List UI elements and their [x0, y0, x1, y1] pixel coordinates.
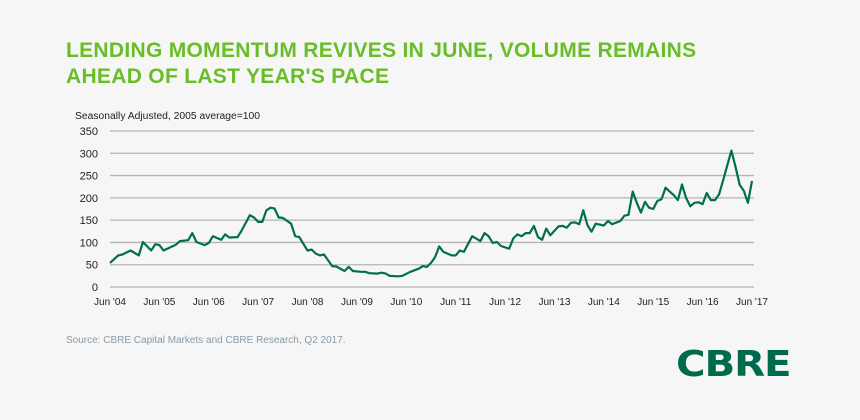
x-tick-label: Jun '12 — [489, 297, 521, 308]
chart-title: LENDING MOMENTUM REVIVES IN JUNE, VOLUME… — [66, 38, 696, 90]
y-axis-ticks: 0 50 100 150 200 250 300 350 — [80, 126, 98, 294]
x-tick-label: Jun '05 — [143, 297, 175, 308]
y-tick-label: 0 — [92, 282, 98, 294]
x-tick-label: Jun '04 — [94, 297, 126, 308]
x-tick-label: Jun '06 — [193, 297, 225, 308]
x-tick-label: Jun '10 — [390, 297, 422, 308]
y-tick-label: 50 — [86, 260, 98, 272]
source-note: Source: CBRE Capital Markets and CBRE Re… — [66, 335, 346, 346]
x-tick-label: Jun '08 — [292, 297, 324, 308]
gridlines — [110, 130, 754, 288]
y-axis-label: Seasonally Adjusted, 2005 average=100 — [75, 111, 260, 122]
x-tick-label: Jun '09 — [341, 297, 373, 308]
series-line — [109, 149, 754, 278]
y-tick-label: 150 — [80, 215, 98, 227]
y-tick-label: 350 — [80, 126, 98, 138]
y-tick-label: 200 — [80, 193, 98, 205]
x-tick-label: Jun '16 — [687, 297, 719, 308]
data-points — [110, 151, 752, 277]
x-tick-label: Jun '07 — [242, 297, 274, 308]
x-axis-ticks: Jun '04 Jun '05 Jun '06 Jun '07 Jun '08 Jun '… — [94, 297, 768, 308]
cbre-logo: CBRE — [676, 344, 792, 385]
y-tick-label: 100 — [80, 237, 98, 249]
y-tick-label: 250 — [80, 171, 98, 183]
y-tick-label: 300 — [80, 148, 98, 160]
x-tick-label: Jun '15 — [637, 297, 669, 308]
x-tick-label: Jun '17 — [736, 297, 768, 308]
title-line-2: AHEAD OF LAST YEAR'S PACE — [66, 65, 390, 88]
x-tick-label: Jun '13 — [538, 297, 570, 308]
title-line-1: LENDING MOMENTUM REVIVES IN JUNE, VOLUME… — [66, 39, 697, 62]
x-tick-label: Jun '11 — [440, 297, 472, 308]
x-tick-label: Jun '14 — [588, 297, 620, 308]
